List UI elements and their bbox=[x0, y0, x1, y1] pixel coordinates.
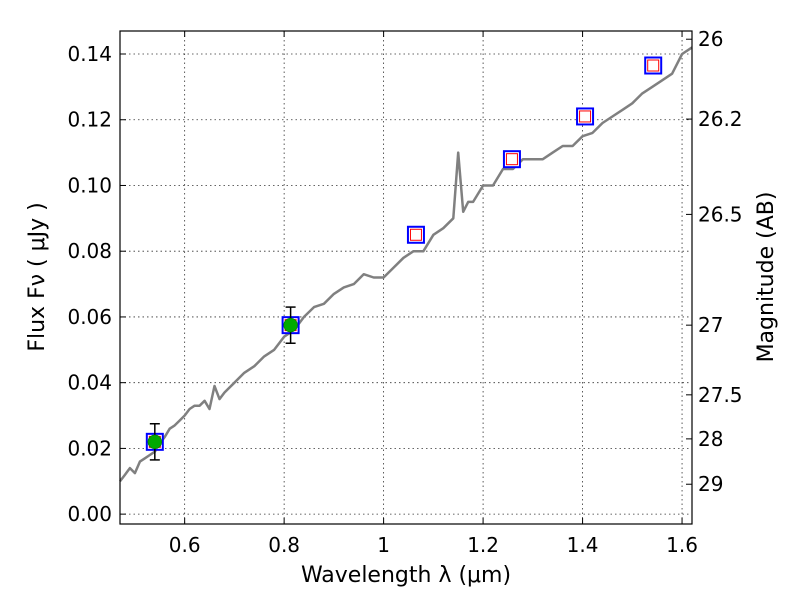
observed-flux-point bbox=[147, 434, 163, 450]
model-flux-box bbox=[576, 107, 595, 126]
y-tick-label: 0.08 bbox=[67, 239, 112, 263]
photometry-points bbox=[145, 56, 663, 461]
y-tick-label: 0.00 bbox=[67, 502, 112, 526]
y-tick-label: 0.04 bbox=[67, 371, 112, 395]
y2-axis-label: Magnitude (AB) bbox=[754, 192, 779, 363]
y-axis-label: Flux Fν ( μJy ) bbox=[25, 202, 50, 351]
axis-ticks: 0.6 0.8 1 1.2 1.4 1.6 0.00 0.02 0.04 0.06 0.08 0.10… bbox=[67, 27, 742, 557]
model-flux-inner-box bbox=[409, 228, 422, 241]
y-tick-label: 0.12 bbox=[67, 108, 112, 132]
grid-lines bbox=[120, 31, 692, 524]
model-flux-inner-box bbox=[579, 110, 592, 123]
y-tick-label: 0.02 bbox=[67, 436, 112, 460]
y2-tick-label: 26 bbox=[698, 27, 723, 51]
model-flux-box bbox=[644, 56, 663, 75]
x-tick-label: 0.6 bbox=[169, 533, 201, 557]
y2-tick-label: 28 bbox=[698, 427, 723, 451]
y-tick-label: 0.14 bbox=[67, 42, 112, 66]
model-flux-inner-box bbox=[647, 59, 660, 72]
y2-tick-label: 29 bbox=[698, 472, 723, 496]
spectrum-line bbox=[119, 46, 693, 483]
model-flux-inner-box bbox=[505, 153, 518, 166]
plot-frame bbox=[119, 30, 693, 525]
observed-flux-point bbox=[283, 317, 298, 333]
y2-tick-label: 26.5 bbox=[698, 202, 743, 226]
y-tick-label: 0.06 bbox=[67, 305, 112, 329]
x-axis-label: Wavelength λ (μm) bbox=[301, 563, 511, 588]
model-flux-box bbox=[502, 150, 521, 169]
x-tick-label: 1.2 bbox=[467, 533, 499, 557]
spectrum-series bbox=[119, 46, 693, 483]
y2-tick-label: 26.2 bbox=[698, 107, 743, 131]
y2-tick-label: 27 bbox=[698, 313, 723, 337]
x-tick-label: 0.8 bbox=[268, 533, 300, 557]
x-tick-label: 1.4 bbox=[567, 533, 599, 557]
x-tick-label: 1 bbox=[377, 533, 390, 557]
model-flux-box bbox=[406, 225, 425, 244]
y-tick-label: 0.10 bbox=[67, 173, 112, 197]
x-tick-label: 1.6 bbox=[666, 533, 698, 557]
y2-tick-label: 27.5 bbox=[698, 383, 743, 407]
